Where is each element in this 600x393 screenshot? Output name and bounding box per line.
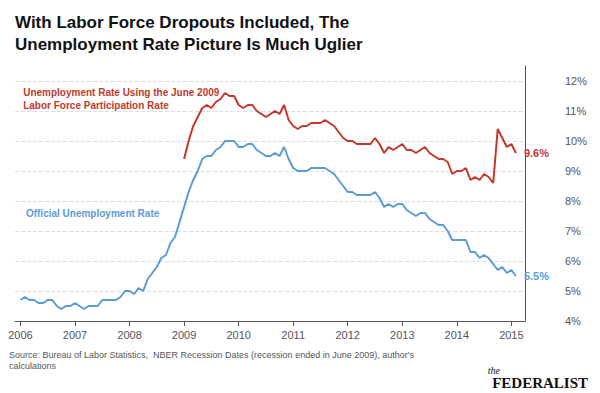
svg-text:9.6%: 9.6% bbox=[524, 147, 549, 159]
svg-text:5%: 5% bbox=[565, 285, 581, 297]
svg-text:With Labor Force Dropouts Incl: With Labor Force Dropouts Included, The bbox=[15, 13, 349, 32]
svg-text:2007: 2007 bbox=[63, 329, 87, 341]
svg-text:12%: 12% bbox=[565, 75, 587, 87]
svg-text:calculations: calculations bbox=[9, 361, 57, 371]
svg-text:4%: 4% bbox=[565, 315, 581, 327]
svg-text:6%: 6% bbox=[565, 255, 581, 267]
svg-text:Unemployment Rate Using the Ju: Unemployment Rate Using the June 2009 bbox=[23, 87, 220, 98]
svg-text:2008: 2008 bbox=[117, 329, 141, 341]
svg-text:Official Unemployment Rate: Official Unemployment Rate bbox=[26, 208, 160, 219]
svg-text:7%: 7% bbox=[565, 225, 581, 237]
svg-text:Unemployment Rate Picture Is M: Unemployment Rate Picture Is Much Uglier bbox=[15, 35, 363, 54]
svg-text:9%: 9% bbox=[565, 165, 581, 177]
svg-text:2013: 2013 bbox=[390, 329, 414, 341]
svg-text:2006: 2006 bbox=[8, 329, 32, 341]
svg-text:8%: 8% bbox=[565, 195, 581, 207]
svg-text:Labor Force Participation Rate: Labor Force Participation Rate bbox=[23, 100, 169, 111]
svg-text:Source: Bureau of Labor Statis: Source: Bureau of Labor Statistics, NBER… bbox=[9, 350, 414, 360]
svg-text:11%: 11% bbox=[565, 105, 586, 117]
svg-text:5.5%: 5.5% bbox=[524, 270, 549, 282]
svg-text:FEDERALIST: FEDERALIST bbox=[492, 375, 588, 391]
svg-text:2015: 2015 bbox=[499, 329, 523, 341]
svg-text:the: the bbox=[488, 365, 501, 376]
svg-text:2009: 2009 bbox=[172, 329, 196, 341]
svg-text:2012: 2012 bbox=[335, 329, 359, 341]
svg-text:2010: 2010 bbox=[226, 329, 250, 341]
svg-text:2011: 2011 bbox=[281, 329, 305, 341]
svg-text:2014: 2014 bbox=[445, 329, 469, 341]
svg-text:10%: 10% bbox=[565, 135, 587, 147]
